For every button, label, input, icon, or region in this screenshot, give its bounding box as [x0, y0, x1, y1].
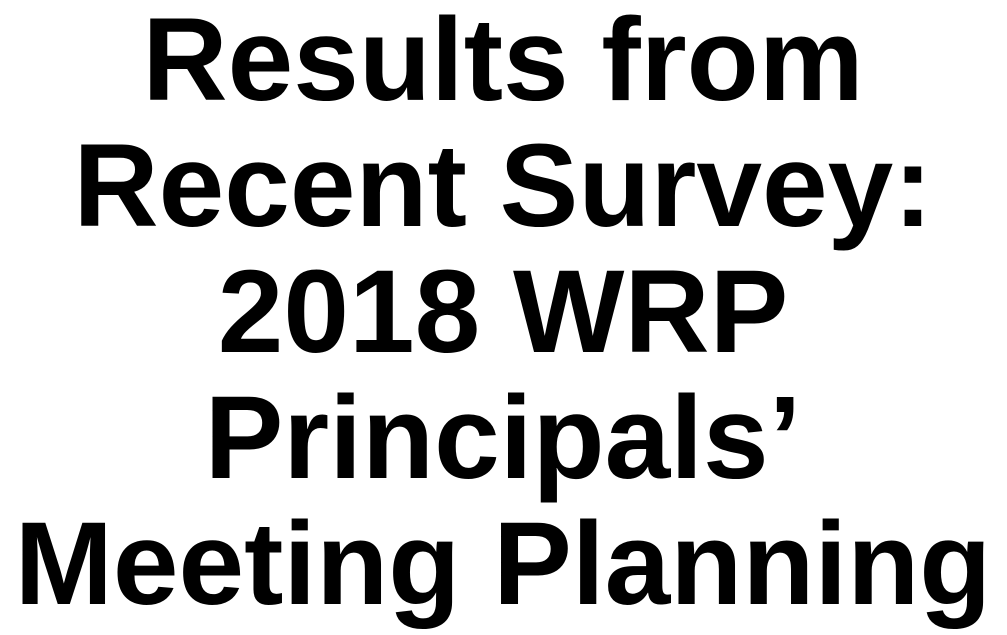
title-line: Principals’ [205, 372, 802, 504]
title-line: Meeting Planning [15, 498, 992, 630]
title-line: Results from [142, 0, 863, 126]
title-line: Recent Survey: [73, 120, 932, 252]
title-line: 2018 WRP [218, 246, 789, 378]
